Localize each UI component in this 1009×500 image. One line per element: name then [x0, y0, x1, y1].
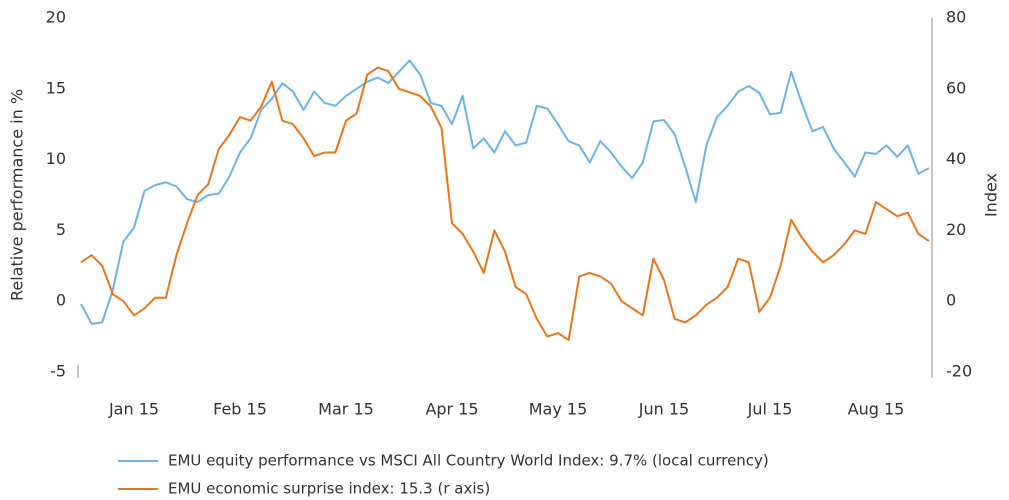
y2-tick-label: 60: [946, 78, 966, 97]
y2-tick-label: 20: [946, 220, 966, 239]
x-tick-label: May 15: [529, 400, 588, 419]
x-tick-label: Jan 15: [108, 400, 159, 419]
legend-label: EMU economic surprise index: 15.3 (r axi…: [168, 480, 490, 498]
x-tick-label: Jun 15: [638, 400, 689, 419]
x-tick-label: Mar 15: [318, 400, 374, 419]
y2-axis-label: Index: [982, 173, 1001, 217]
y-tick-label: -5: [50, 362, 66, 381]
x-tick-label: Feb 15: [213, 400, 267, 419]
series-line: [80, 59, 930, 325]
series-line: [80, 66, 930, 342]
y-tick-label: 5: [56, 220, 66, 239]
legend-label: EMU equity performance vs MSCI All Count…: [168, 452, 769, 470]
y-axis-label: Relative performance in %: [8, 89, 27, 301]
y2-tick-label: 40: [946, 149, 966, 168]
y-tick-label: 20: [46, 8, 66, 27]
y-tick-label: 15: [46, 78, 66, 97]
legend: EMU equity performance vs MSCI All Count…: [118, 452, 769, 498]
y-tick-label: 10: [46, 149, 66, 168]
y2-tick-label: 0: [946, 291, 956, 310]
x-tick-label: Jul 15: [747, 400, 793, 419]
y2-tick-label: 80: [946, 8, 966, 27]
x-tick-label: Aug 15: [848, 400, 905, 419]
y2-tick-label: -20: [946, 362, 972, 381]
x-tick-label: Apr 15: [425, 400, 478, 419]
y-tick-label: 0: [56, 291, 66, 310]
